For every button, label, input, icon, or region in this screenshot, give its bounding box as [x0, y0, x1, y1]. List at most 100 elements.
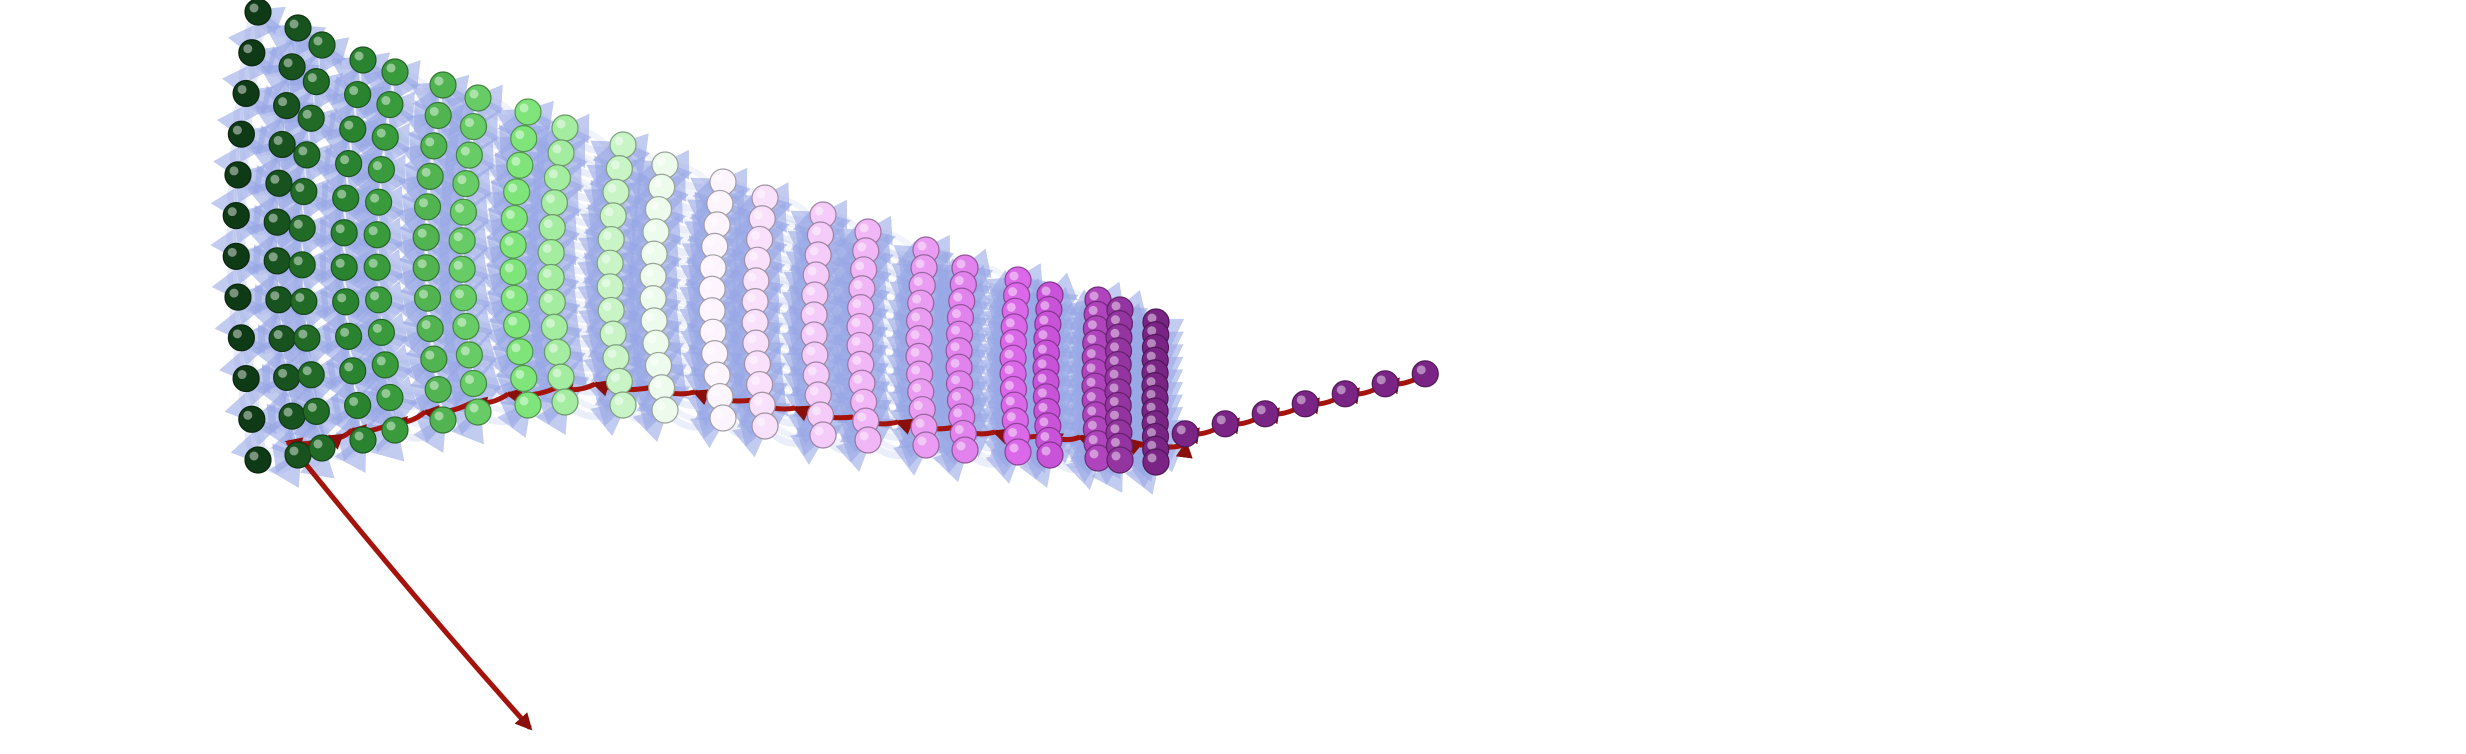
- graph-node: [912, 431, 940, 459]
- node-highlight: [953, 408, 963, 418]
- node-highlight: [1087, 334, 1097, 344]
- node-highlight: [1146, 377, 1156, 387]
- node-highlight: [229, 166, 239, 176]
- graph-node: [244, 0, 272, 26]
- node-highlight: [756, 417, 766, 427]
- node-highlight: [425, 350, 435, 360]
- graph-node: [227, 324, 255, 352]
- graph-node: [416, 162, 444, 190]
- node-highlight: [1009, 443, 1019, 453]
- graph-node: [547, 363, 575, 391]
- node-highlight: [1146, 338, 1156, 348]
- node-highlight: [1176, 425, 1186, 435]
- node-highlight: [372, 323, 382, 333]
- node-highlight: [454, 289, 464, 299]
- node-highlight: [434, 76, 444, 86]
- node-highlight: [519, 103, 529, 113]
- graph-node: [412, 223, 440, 251]
- node-highlight: [298, 329, 308, 339]
- node-highlight: [1110, 424, 1120, 434]
- node-highlight: [956, 259, 966, 269]
- graph-node: [344, 80, 372, 109]
- node-highlight: [811, 226, 821, 236]
- node-highlight: [1037, 344, 1047, 354]
- node-highlight: [714, 409, 724, 419]
- graph-node: [224, 161, 252, 189]
- node-highlight: [508, 316, 518, 326]
- node-highlight: [460, 146, 470, 156]
- graph-node: [452, 312, 480, 340]
- graph-node: [335, 322, 363, 350]
- graph-node: [709, 404, 737, 432]
- graph-node: [1036, 441, 1064, 469]
- node-highlight: [610, 160, 620, 170]
- graph-node: [597, 225, 625, 254]
- node-highlight: [704, 259, 714, 269]
- graph-node: [363, 221, 391, 249]
- node-highlight: [243, 410, 253, 420]
- graph-node: [367, 318, 395, 346]
- node-highlight: [421, 320, 431, 330]
- node-highlight: [504, 236, 514, 246]
- node-highlight: [1110, 315, 1120, 325]
- node-highlight: [556, 119, 566, 129]
- node-highlight: [376, 128, 386, 138]
- node-highlight: [1146, 351, 1156, 361]
- node-highlight: [511, 343, 521, 353]
- graph-node: [538, 214, 566, 242]
- node-highlight: [542, 244, 552, 254]
- node-highlight: [283, 58, 293, 68]
- node-highlight: [1086, 348, 1096, 358]
- node-highlight: [460, 346, 470, 356]
- graph-node: [429, 406, 457, 434]
- node-highlight: [1039, 315, 1049, 325]
- graph-node: [543, 164, 572, 192]
- node-highlight: [853, 280, 863, 290]
- node-highlight: [915, 418, 925, 428]
- node-highlight: [656, 401, 666, 411]
- node-highlight: [1146, 402, 1156, 412]
- node-highlight: [748, 355, 758, 365]
- node-highlight: [1376, 375, 1386, 385]
- graph-node: [284, 441, 312, 469]
- node-highlight: [1216, 415, 1226, 425]
- graph-node: [605, 155, 633, 183]
- graph-node: [367, 156, 395, 184]
- node-highlight: [545, 194, 555, 204]
- node-highlight: [552, 368, 562, 378]
- path-edge: [324, 428, 354, 450]
- node-highlight: [386, 63, 396, 73]
- node-highlight: [370, 193, 380, 203]
- node-highlight: [340, 155, 350, 165]
- graph-node: [288, 251, 316, 279]
- node-highlight: [1086, 392, 1096, 402]
- graph-node: [339, 115, 367, 143]
- node-highlight: [917, 436, 927, 446]
- node-highlight: [376, 356, 386, 366]
- node-highlight: [855, 261, 865, 271]
- node-highlight: [650, 356, 660, 366]
- node-highlight: [911, 365, 921, 375]
- node-highlight: [1086, 363, 1096, 373]
- node-highlight: [1146, 389, 1156, 399]
- node-highlight: [950, 342, 960, 352]
- node-highlight: [1087, 406, 1097, 416]
- node-highlight: [711, 388, 721, 398]
- node-highlight: [614, 396, 624, 406]
- node-highlight: [511, 156, 521, 166]
- node-highlight: [1008, 287, 1018, 297]
- node-highlight: [1006, 302, 1016, 312]
- node-highlight: [227, 247, 237, 257]
- node-highlight: [1111, 301, 1121, 311]
- node-highlight: [1110, 328, 1120, 338]
- graph-node: [227, 120, 255, 148]
- node-highlight: [232, 125, 242, 135]
- node-highlight: [273, 330, 283, 340]
- graph-node: [510, 125, 538, 153]
- node-highlight: [1109, 369, 1119, 379]
- node-highlight: [1004, 365, 1014, 375]
- node-highlight: [807, 266, 817, 276]
- node-highlight: [851, 336, 861, 346]
- node-highlight: [543, 219, 553, 229]
- graph-node: [365, 188, 393, 216]
